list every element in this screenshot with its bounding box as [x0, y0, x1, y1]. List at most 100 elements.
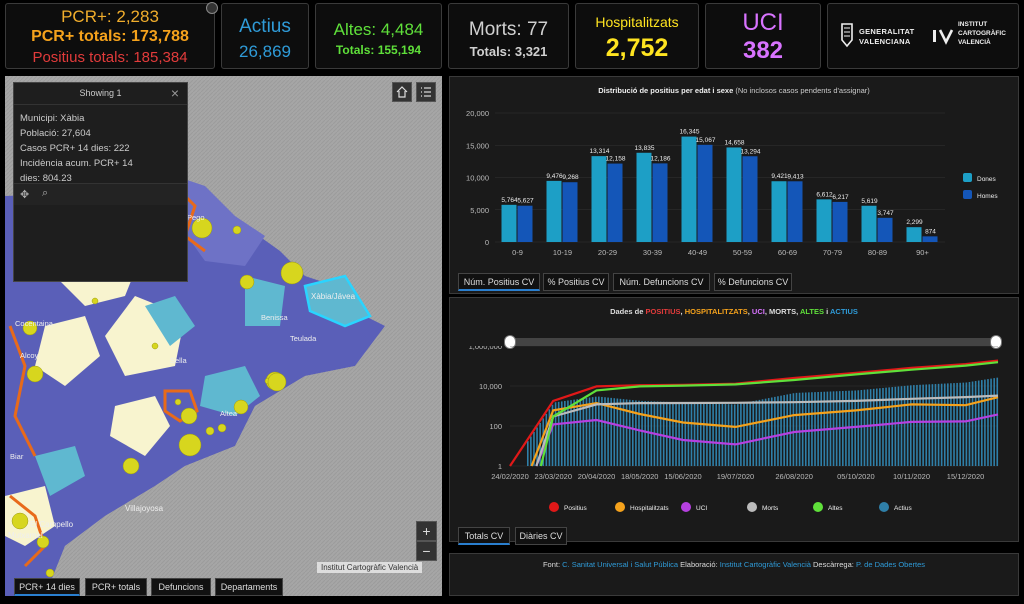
zoom-out-button[interactable]: −: [416, 541, 437, 561]
actius-column: [888, 387, 890, 466]
map-label-cocentaina: Cocentaina: [15, 319, 53, 328]
legend-label: Homes: [977, 193, 998, 200]
actius-column: [959, 382, 961, 466]
actius-column: [894, 386, 897, 466]
actius-column: [857, 390, 860, 466]
list-button[interactable]: [416, 82, 436, 102]
bar-homes: [877, 217, 893, 242]
actius-column: [971, 381, 974, 466]
bar-dones: [906, 227, 922, 242]
time-slider-start-handle[interactable]: [504, 335, 516, 349]
bar-value-label: 12,158: [606, 156, 626, 163]
actius-column: [752, 401, 755, 466]
x-tick-label: 60-69: [778, 248, 797, 257]
icv-line2: CARTOGRÀFIC: [958, 30, 1006, 37]
tab-num-defuncions[interactable]: Núm. Defuncions CV: [613, 273, 710, 291]
actius-column: [956, 382, 958, 466]
y-tick-label: 15,000: [466, 141, 489, 150]
pcr-card: PCR+: 2,283 PCR+ totals: 173,788 Positiu…: [5, 2, 218, 69]
list-icon: [421, 87, 431, 97]
legend-label: Positius: [564, 505, 588, 512]
map-circle: [11, 512, 29, 530]
actius-column: [616, 398, 619, 466]
bar-homes: [517, 205, 533, 242]
actius-column: [974, 381, 977, 466]
popup-header: Showing 1 ×: [14, 83, 187, 105]
time-slider-track[interactable]: [508, 338, 998, 346]
pan-icon[interactable]: ✥: [20, 189, 30, 201]
info-icon[interactable]: [206, 2, 218, 14]
icv-line3: VALENCIÀ: [958, 39, 991, 46]
footer-text: Font: C. Sanitat Universal i Salut Públi…: [450, 560, 1018, 569]
tab-pcr-totals[interactable]: PCR+ totals: [85, 578, 147, 596]
icv-logo: [932, 26, 954, 46]
popup-line: Casos PCR+ 14 dies: 222: [20, 143, 130, 154]
pcr-totals: PCR+ totals: 173,788: [31, 28, 189, 45]
actius-column: [913, 385, 915, 466]
actius-column: [730, 404, 733, 466]
actius-column: [934, 384, 937, 466]
footer-desc-link[interactable]: P. de Dades Obertes: [855, 560, 926, 569]
actius-column: [613, 398, 616, 466]
bar-homes: [607, 163, 623, 242]
actius-column: [977, 380, 980, 466]
chart2-title-part: HOSPITALITZATS: [684, 307, 748, 316]
bar-value-label: 5,619: [861, 198, 878, 205]
x-tick-label: 0-9: [512, 248, 523, 257]
actius-column: [703, 403, 705, 466]
actius-column: [551, 404, 554, 466]
map-circle: [267, 372, 287, 392]
bar-homes: [697, 144, 713, 242]
tab-pct-positius[interactable]: % Positius CV: [543, 273, 609, 291]
tab-departaments[interactable]: Departaments: [215, 578, 283, 596]
actius-column: [903, 385, 906, 466]
tab-totals-cv[interactable]: Totals CV: [458, 527, 510, 545]
bar-dones: [591, 156, 607, 242]
actius-column: [953, 383, 955, 466]
map-circle: [45, 568, 55, 578]
y-tick-label: 100: [489, 422, 502, 431]
actius-column: [619, 398, 622, 466]
zoom-to-icon[interactable]: ⌕: [42, 187, 49, 199]
actius-column: [900, 386, 903, 466]
bar-value-label: 9,476: [546, 173, 563, 180]
actius-column: [962, 382, 965, 466]
x-tick-label: 05/10/2020: [837, 472, 875, 481]
legend-label: Dones: [977, 176, 997, 183]
actius-column: [777, 396, 779, 466]
actius-column: [669, 401, 671, 466]
home-button[interactable]: [392, 82, 412, 102]
tab-pct-defuncions[interactable]: % Defuncions CV: [714, 273, 792, 291]
legend-label: Altes: [828, 505, 843, 512]
time-slider-end-handle[interactable]: [990, 335, 1002, 349]
actius-column: [808, 392, 810, 466]
actius-column: [965, 382, 968, 466]
tab-defuncions[interactable]: Defuncions: [151, 578, 211, 596]
map-view[interactable]: Xàbia/Jávea Villajoyosa El Campello Mutx…: [5, 76, 442, 596]
footer-font-link[interactable]: C. Sanitat Universal i Salut Pública: [562, 560, 679, 569]
bar-dones: [681, 136, 697, 242]
chart1-subtitle: (No inclosos casos pendents d'assignar): [735, 86, 870, 95]
tab-num-positius[interactable]: Núm. Positius CV: [458, 273, 540, 291]
x-tick-label: 80-89: [868, 248, 887, 257]
tab-pcr-14-dies[interactable]: PCR+ 14 dies: [14, 578, 80, 596]
chart1-title-row: Distribució de positius per edat i sexe …: [450, 86, 1018, 95]
actius-column: [567, 400, 569, 466]
bar-value-label: 6,217: [832, 194, 849, 201]
actius-column: [943, 383, 946, 466]
actius-column: [919, 384, 921, 466]
close-icon[interactable]: ×: [170, 85, 179, 101]
bar-dones: [771, 181, 787, 242]
chart2-title-part: ,: [747, 307, 752, 316]
zoom-in-button[interactable]: +: [416, 521, 437, 541]
x-tick-label: 50-59: [733, 248, 752, 257]
tab-diaries-cv[interactable]: Diàries CV: [515, 527, 567, 545]
footer-elab-link[interactable]: Institut Cartogràfic Valencià: [719, 560, 811, 569]
actius-column: [780, 395, 782, 466]
actius-column: [699, 403, 702, 466]
uci-value: 382: [742, 37, 784, 64]
icv-line1: INSTITUT: [958, 21, 988, 28]
map-label-el-campello: El Campello: [30, 520, 74, 529]
x-tick-label: 70-79: [823, 248, 842, 257]
actius-column: [981, 380, 983, 466]
